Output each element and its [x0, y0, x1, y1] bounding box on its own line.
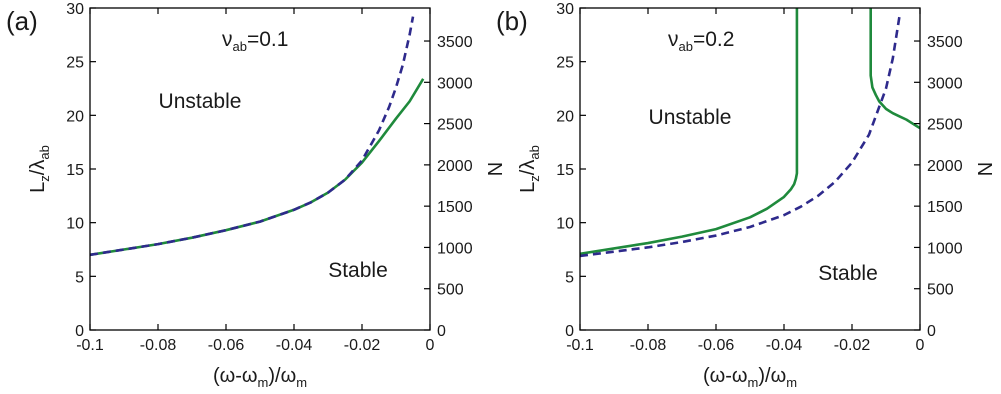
y-tick-label: 0 — [75, 323, 84, 340]
stable-region-label: Stable — [818, 262, 878, 285]
y-axis-label-subscript: ab — [527, 145, 542, 159]
x-tick-label: -0.04 — [276, 337, 313, 354]
y-axis-label-part: L — [27, 182, 49, 193]
y2-tick-label: 2500 — [437, 117, 473, 134]
x-tick-label: -0.1 — [566, 337, 594, 354]
nu-annotation-part: =0.2 — [693, 28, 734, 51]
y-tick-label: 20 — [556, 108, 574, 125]
solid-series-line-1 — [869, 8, 920, 130]
panel-b: -0.1 -0.08 -0.06 -0.04 -0.02 0051015202530050… — [496, 1, 997, 390]
y-tick-label: 20 — [66, 108, 84, 125]
y-tick-label: 0 — [565, 323, 574, 340]
y-tick-label: 5 — [565, 269, 574, 286]
x-tick-label: -0.06 — [208, 337, 245, 354]
x-axis-label-part: )/ω — [758, 365, 786, 387]
nu-annotation-part: ν — [668, 28, 679, 51]
x-axis-label-part: (ω-ω — [213, 365, 258, 387]
y-tick-label: 30 — [556, 1, 574, 18]
y2-tick-label: 1500 — [927, 199, 963, 216]
y-tick-label: 10 — [66, 216, 84, 233]
nu-annotation-subscript: ab — [233, 39, 247, 54]
nu-annotation: νab=0.2 — [668, 28, 734, 54]
x-tick-label: -0.08 — [630, 337, 667, 354]
x-axis-label: (ω-ωm)/ωm — [213, 365, 307, 390]
y-axis-label-subscript: z — [527, 175, 542, 182]
y-tick-label: 25 — [556, 55, 574, 72]
x-tick-label: -0.1 — [76, 337, 104, 354]
y-tick-label: 15 — [66, 162, 84, 179]
x-tick-label: 0 — [426, 337, 435, 354]
y2-tick-label: 500 — [437, 282, 464, 299]
panel-a: -0.1 -0.08 -0.06 -0.04 -0.02 0051015202530050… — [6, 1, 507, 390]
nu-annotation: νab=0.1 — [222, 28, 288, 54]
y2-tick-label: 0 — [437, 323, 446, 340]
y2-tick-label: 500 — [927, 282, 954, 299]
x-axis-label-subscript: m — [258, 375, 269, 390]
solid-series-line-0 — [90, 78, 425, 257]
y2-tick-label: 3000 — [437, 75, 473, 92]
y-tick-label: 25 — [66, 55, 84, 72]
y2-tick-label: 2500 — [927, 117, 963, 134]
nu-annotation-part: =0.1 — [247, 28, 288, 51]
x-axis-label-subscript: m — [748, 375, 759, 390]
x-tick-label: -0.06 — [698, 337, 735, 354]
y2-tick-label: 3500 — [927, 34, 963, 51]
y-tick-label: 15 — [556, 162, 574, 179]
stable-region-label: Stable — [328, 259, 388, 282]
x-tick-label: 0 — [916, 337, 925, 354]
y2-tick-label: 2000 — [927, 158, 963, 175]
x-tick-label: -0.02 — [344, 337, 381, 354]
y-axis-label-subscript: z — [37, 175, 52, 182]
y-axis-label: Lz/λab — [517, 145, 542, 193]
y-axis-label-part: /λ — [517, 160, 539, 176]
unstable-region-label: Unstable — [159, 90, 242, 113]
y-tick-label: 5 — [75, 269, 84, 286]
y-axis-label-part: /λ — [27, 160, 49, 176]
y2-axis-label: N — [975, 162, 997, 176]
y2-tick-label: 1000 — [927, 240, 963, 257]
y2-tick-label: 1000 — [437, 240, 473, 257]
y2-tick-label: 3500 — [437, 34, 473, 51]
x-axis-label-part: )/ω — [268, 365, 296, 387]
y2-tick-label: 2000 — [437, 158, 473, 175]
y-tick-label: 30 — [66, 1, 84, 18]
panel-label: (a) — [6, 6, 38, 36]
solid-series-line-0 — [580, 8, 799, 256]
y-tick-label: 10 — [556, 216, 574, 233]
y2-tick-label: 0 — [927, 323, 936, 340]
x-tick-label: -0.02 — [834, 337, 871, 354]
y-axis-label-subscript: ab — [37, 145, 52, 159]
dashed-series-line-2 — [580, 15, 901, 258]
x-tick-label: -0.08 — [140, 337, 177, 354]
x-axis-label-part: (ω-ω — [703, 365, 748, 387]
y2-tick-label: 3000 — [927, 75, 963, 92]
nu-annotation-part: ν — [222, 28, 233, 51]
dashed-series-line-1 — [90, 16, 415, 257]
x-axis-label-subscript: m — [296, 375, 307, 390]
y2-axis-label: N — [485, 162, 507, 176]
x-axis-label: (ω-ωm)/ωm — [703, 365, 797, 390]
nu-annotation-subscript: ab — [679, 39, 693, 54]
x-tick-label: -0.04 — [766, 337, 803, 354]
y-axis-label-part: L — [517, 182, 539, 193]
y-axis-label: Lz/λab — [27, 145, 52, 193]
x-axis-label-subscript: m — [786, 375, 797, 390]
y2-tick-label: 1500 — [437, 199, 473, 216]
unstable-region-label: Unstable — [649, 106, 732, 129]
panel-label: (b) — [496, 6, 528, 36]
